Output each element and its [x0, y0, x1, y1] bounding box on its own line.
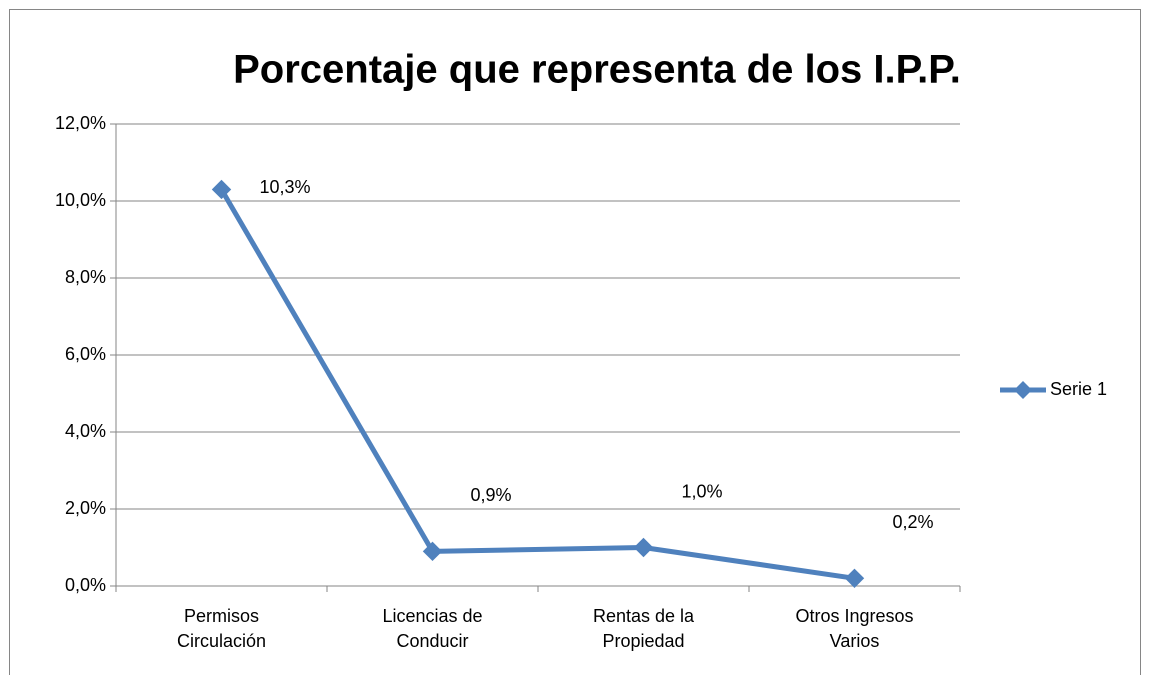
data-label: 10,3% — [260, 177, 311, 197]
y-tick-label: 10,0% — [55, 190, 106, 210]
marker — [211, 179, 232, 200]
data-label: 0,9% — [471, 485, 512, 505]
x-tick-label: Permisos Circulación — [176, 606, 267, 651]
series-line — [219, 188, 855, 581]
data-label: 0,2% — [893, 512, 934, 532]
x-tick-label: Rentas de la Propiedad — [592, 606, 695, 651]
data-label: 1,0% — [682, 481, 723, 501]
x-tick-label: Otros Ingresos Varios — [795, 606, 914, 651]
chart-border — [9, 9, 1141, 675]
marker — [422, 541, 443, 562]
chart-title: Porcentaje que representa de los I.P.P. — [233, 48, 961, 92]
y-tick-label: 8,0% — [65, 267, 106, 287]
y-tick-label: 2,0% — [65, 498, 106, 518]
y-tick-label: 12,0% — [55, 113, 106, 133]
y-tick-label: 4,0% — [65, 421, 106, 441]
marker — [844, 568, 865, 589]
y-tick-label: 6,0% — [65, 344, 106, 364]
marker — [633, 537, 654, 558]
x-tick-label: Licencias de Conducir — [382, 606, 483, 651]
legend-marker — [1014, 381, 1032, 399]
y-tick-label: 0,0% — [65, 575, 106, 595]
legend-label: Serie 1 — [1050, 379, 1107, 399]
